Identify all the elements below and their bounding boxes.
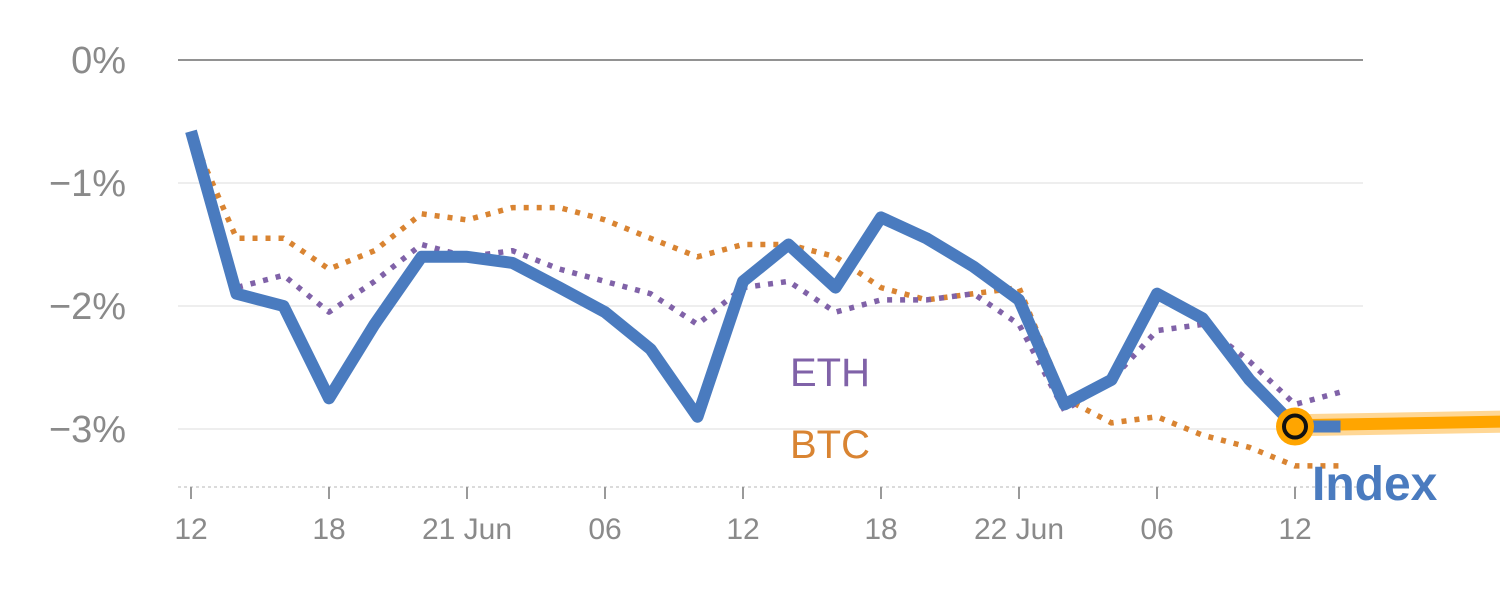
x-tick-label: 12 (726, 513, 759, 546)
y-tick-label: −3% (49, 409, 126, 451)
y-tick-label: 0% (71, 40, 126, 82)
gridlines (178, 59, 1363, 430)
y-tick-label: −1% (49, 163, 126, 205)
btc-line (188, 132, 1341, 469)
x-tick-label: 18 (312, 513, 345, 546)
x-tick-label: 22 Jun (974, 513, 1064, 546)
series-lines (185, 129, 1500, 469)
y-axis-tick-labels: 0% −1% −2% −3% (49, 40, 126, 451)
marker-point (1282, 413, 1308, 440)
x-tick-label: 12 (174, 513, 207, 546)
y-tick-label: −2% (49, 286, 126, 328)
x-tick-label: 06 (588, 513, 621, 546)
x-tick-label: 06 (1140, 513, 1173, 546)
index-label: Index (1312, 458, 1438, 511)
x-tick-label: 18 (864, 513, 897, 546)
index-line (185, 129, 1341, 433)
btc-label: BTC (790, 423, 870, 467)
x-tick-label: 21 Jun (422, 513, 512, 546)
eth-line (188, 139, 1342, 414)
x-tick-label: 12 (1278, 513, 1311, 546)
current-marker (1276, 407, 1314, 446)
eth-label: ETH (790, 351, 870, 395)
x-axis: 12 18 21 Jun 06 12 18 22 Jun 06 12 (174, 486, 1363, 546)
